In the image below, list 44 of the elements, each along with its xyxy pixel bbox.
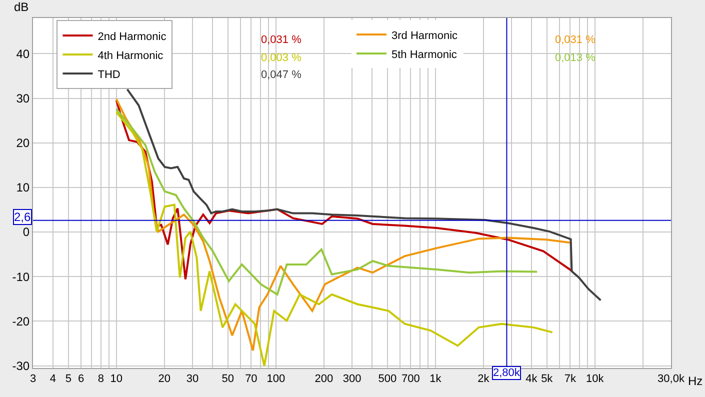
x-tick-label: 200 — [314, 373, 334, 386]
annotation: 0,047 % — [261, 69, 302, 81]
annotation: 0,013 % — [555, 52, 596, 64]
x-tick-label: 10k — [586, 373, 604, 386]
y-tick-label: -30 — [12, 358, 30, 373]
x-tick-label: 100 — [266, 373, 286, 386]
y-tick-label: -10 — [12, 270, 30, 284]
legend-label: 2nd Harmonic — [98, 30, 167, 43]
x-tick-label: 5k — [541, 373, 554, 386]
annotation: 0,003 % — [261, 52, 302, 64]
x-tick-label: 1k — [430, 373, 442, 386]
ref-line-label: 2,6 — [14, 210, 32, 224]
x-axis-title: Hz — [688, 374, 703, 388]
x-tick-label: 300 — [342, 373, 362, 386]
y-axis-title: dB — [14, 0, 29, 14]
legend-label: 4th Harmonic — [98, 50, 164, 62]
ref-line-label: 2,80k — [493, 367, 520, 379]
x-tick-label: 500 — [378, 373, 397, 386]
legend-label: THD — [98, 68, 120, 81]
x-tick-label: 4 — [50, 373, 56, 386]
x-tick-label: 7k — [564, 373, 576, 386]
x-tick-label: 70 — [245, 373, 258, 386]
x-tick-label: 4k — [526, 373, 538, 386]
annotation: 0,031 % — [261, 34, 302, 46]
y-tick-label: 10 — [16, 180, 30, 195]
x-tick-label: 5 — [65, 373, 72, 386]
x-tick-label: 3 — [30, 373, 36, 386]
y-tick-label: 30 — [16, 91, 30, 106]
x-tick-label: 10 — [110, 373, 123, 386]
annotation: 0,031 % — [555, 34, 596, 46]
x-tick-label: 700 — [402, 373, 420, 386]
x-tick-label: 8 — [98, 373, 104, 386]
x-tick-label: 2k — [478, 373, 490, 386]
x-tick-label: 30 — [186, 373, 199, 386]
x-tick-label: 50 — [222, 373, 234, 386]
y-tick-label: -20 — [12, 314, 30, 328]
x-tick-label: 6 — [78, 373, 84, 386]
x-tick-label: 30,0k — [658, 373, 685, 386]
legend-label: 5th Harmonic — [392, 48, 458, 61]
y-tick-label: 20 — [16, 136, 30, 150]
legend-label: 3rd Harmonic — [392, 30, 458, 42]
x-tick-label: 20 — [158, 373, 171, 386]
y-tick-label: 0 — [22, 225, 30, 240]
y-tick-label: 40 — [16, 46, 30, 61]
